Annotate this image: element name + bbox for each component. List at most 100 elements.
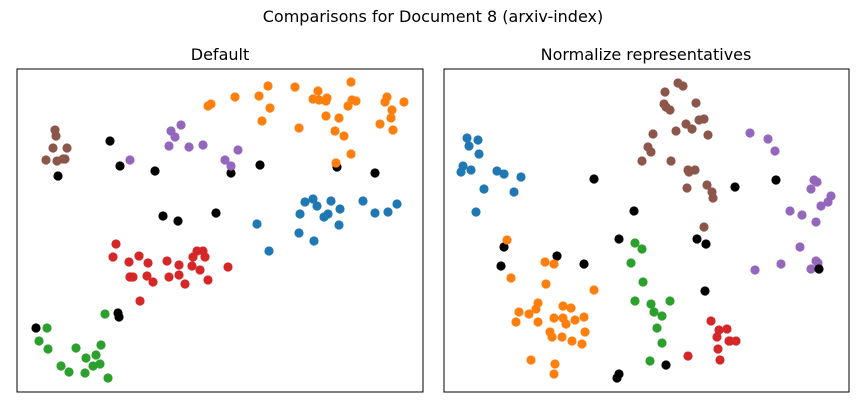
scatter-point-green [630, 238, 640, 248]
scatter-point-black [150, 166, 160, 176]
scatter-point-blue [462, 133, 472, 143]
scatter-point-brown [682, 183, 692, 193]
scatter-point-orange [375, 119, 385, 129]
scatter-point-blue [492, 166, 502, 176]
scatter-point-blue [383, 207, 393, 217]
scatter-point-purple [170, 132, 180, 142]
scatter-point-orange [294, 123, 304, 133]
plot-frame-default [16, 68, 424, 393]
scatter-point-green [64, 367, 74, 377]
scatter-point-purple [795, 242, 805, 252]
scatter-point-red [714, 325, 724, 335]
scatter-point-red [134, 251, 144, 261]
scatter-point-green [637, 244, 647, 254]
scatter-point-purple [745, 128, 755, 138]
scatter-point-blue [392, 199, 402, 209]
scatter-point-black [579, 259, 589, 269]
scatter-point-green [630, 296, 640, 306]
scatter-point-purple [233, 145, 243, 155]
scatter-point-green [96, 340, 106, 350]
scatter-point-black [114, 312, 124, 322]
scatter-point-orange [386, 113, 396, 123]
scatter-point-orange [566, 303, 576, 313]
scatter-point-orange [265, 103, 275, 113]
scatter-point-green [645, 356, 655, 366]
scatter-point-black [31, 323, 41, 333]
scatter-point-green [42, 323, 52, 333]
scatter-point-black [496, 261, 506, 271]
scatter-point-black [701, 239, 711, 249]
scatter-point-brown [659, 99, 669, 109]
scatter-point-brown [41, 155, 51, 165]
panel-title-default: Default [191, 45, 249, 64]
scatter-point-orange [346, 77, 356, 87]
scatter-point-purple [750, 265, 760, 275]
scatter-point-orange [541, 279, 551, 289]
scatter-point-black [661, 360, 671, 370]
scatter-point-red [706, 316, 716, 326]
scatter-point-black [173, 216, 183, 226]
scatter-point-black [700, 286, 710, 296]
scatter-point-purple [164, 141, 174, 151]
scatter-point-brown [648, 129, 658, 139]
scatter-point-red [108, 252, 118, 262]
scatter-point-green [88, 361, 98, 371]
plot-frame-normalize [443, 68, 850, 393]
scatter-point-purple [812, 177, 822, 187]
scatter-point-blue [370, 208, 380, 218]
scatter-point-green [95, 359, 105, 369]
scatter-point-orange [388, 125, 398, 135]
scatter-point-orange [321, 111, 331, 121]
scatter-point-purple [806, 264, 816, 274]
scatter-point-black [730, 182, 740, 192]
scatter-point-orange [549, 313, 559, 323]
scatter-point-green [665, 296, 675, 306]
scatter-point-red [143, 258, 153, 268]
scatter-point-black [226, 168, 236, 178]
scatter-point-blue [252, 219, 262, 229]
scatter-point-purple [811, 217, 821, 227]
scatter-point-blue [309, 236, 319, 246]
scatter-point-red [180, 279, 190, 289]
scatter-point-blue [312, 201, 322, 211]
scatter-point-orange [206, 99, 216, 109]
scatter-point-green [100, 309, 110, 319]
scatter-point-orange [502, 235, 512, 245]
scatter-point-orange [506, 273, 516, 283]
scatter-point-red [164, 272, 174, 282]
scatter-point-blue [264, 246, 274, 256]
scatter-point-black [552, 251, 562, 261]
scatter-point-black [53, 171, 63, 181]
scatter-point-blue [466, 165, 476, 175]
panel-default: Default [16, 45, 424, 393]
scatter-point-orange [343, 101, 353, 111]
scatter-point-orange [549, 369, 559, 379]
scatter-point-purple [823, 197, 833, 207]
scatter-point-green [638, 277, 648, 287]
scatter-point-black [115, 161, 125, 171]
scatter-point-brown [684, 167, 694, 177]
scatter-point-purple [220, 155, 230, 165]
scatter-point-red [162, 256, 172, 266]
scatter-point-red [142, 271, 152, 281]
scatter-point-brown [51, 131, 61, 141]
scatter-point-green [56, 361, 66, 371]
scatter-point-brown [703, 130, 713, 140]
scatter-points-default [31, 77, 409, 383]
scatter-point-orange [550, 359, 560, 369]
scatter-point-blue [326, 196, 336, 206]
scatter-point-blue [456, 167, 466, 177]
scatter-point-green [103, 373, 113, 383]
scatter-point-blue [358, 196, 368, 206]
scatter-point-orange [263, 81, 273, 91]
scatter-point-red [174, 270, 184, 280]
scatter-point-orange [313, 86, 323, 96]
scatter-point-brown [48, 143, 58, 153]
scatter-point-orange [526, 355, 536, 365]
scatter-point-orange [322, 93, 332, 103]
scatter-point-orange [567, 336, 577, 346]
scatter-point-brown [694, 115, 704, 125]
scatter-point-blue [509, 187, 519, 197]
scatter-point-red [135, 296, 145, 306]
scatter-point-blue [308, 194, 318, 204]
